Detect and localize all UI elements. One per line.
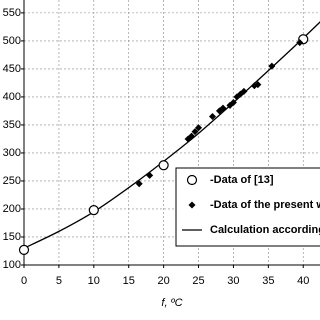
diamond-point: [219, 104, 227, 112]
fit-curve: [23, 21, 320, 249]
legend: -Data of [13] -Data of the present work Ca…: [175, 167, 320, 247]
circle-point: [158, 160, 169, 171]
x-tick-label: 0: [21, 275, 27, 287]
x-tick-label: 35: [262, 275, 274, 287]
y-tick-label: 500: [3, 35, 21, 47]
diamond-point: [240, 87, 248, 95]
diamond-point: [188, 132, 196, 140]
diamond-point: [254, 81, 262, 89]
circle-point: [88, 204, 99, 216]
x-tick-label: 15: [123, 275, 135, 287]
legend-box: [175, 167, 320, 247]
x-tick-label: 10: [88, 275, 100, 287]
y-tick-label: 450: [3, 63, 21, 75]
legend-label: -Data of the present work: [210, 199, 320, 211]
diamond-point: [195, 124, 203, 132]
diamond-point: [208, 113, 216, 121]
x-tick-label: 40: [297, 275, 309, 287]
x-tick-label: 30: [227, 275, 239, 287]
x-tick-label: 20: [157, 275, 169, 287]
y-tick-label: 300: [3, 147, 21, 159]
diamond-point: [146, 171, 154, 179]
legend-label: Calculation according to Eq.(12): [210, 224, 320, 236]
y-tick-label: 200: [3, 203, 21, 215]
y-tick-label: 550: [3, 7, 21, 19]
diamond-point: [268, 62, 276, 70]
y-tick-label: 350: [3, 119, 21, 131]
diamond-point: [191, 128, 199, 136]
x-axis-label: f, ºC: [161, 297, 182, 309]
diamond-point: [135, 180, 143, 188]
x-tick-label: 25: [192, 275, 204, 287]
diamond-point: [188, 201, 196, 209]
circle-point: [18, 244, 30, 255]
diamond-point: [296, 39, 304, 47]
diamond-point: [229, 99, 237, 107]
y-tick-label: 250: [3, 175, 21, 187]
legend-label: -Data of [13]: [210, 174, 274, 186]
y-tick-label: 100: [3, 259, 21, 271]
y-tick-label: 400: [3, 91, 21, 103]
circle-point: [186, 174, 198, 186]
y-tick-label: 150: [3, 231, 21, 243]
x-tick-label: 5: [56, 275, 62, 287]
